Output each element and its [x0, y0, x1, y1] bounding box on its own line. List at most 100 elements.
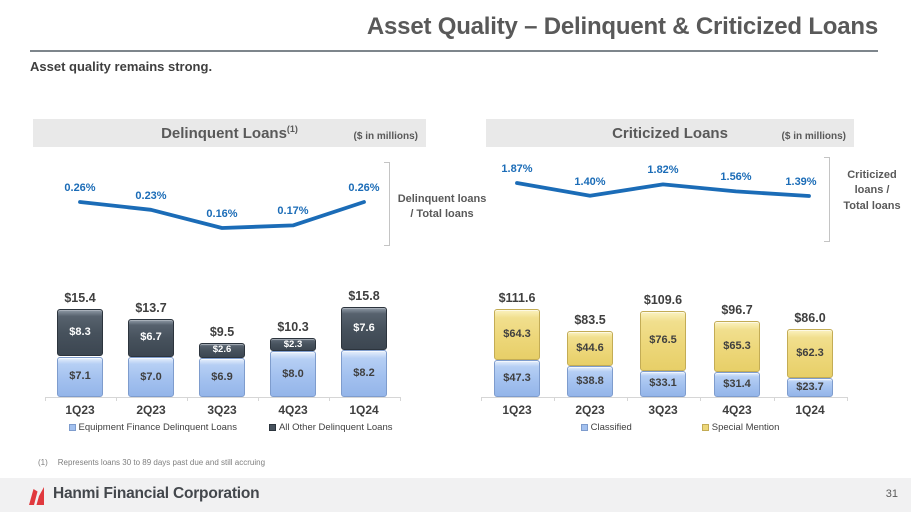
- delinquent-panel-title: Delinquent Loans(1): [161, 124, 298, 142]
- bar-segment-label: $8.2: [353, 367, 375, 380]
- bar-segment-blue: $6.9: [199, 357, 245, 397]
- x-axis-line: [480, 397, 847, 398]
- bar-total-label: $109.6: [643, 292, 683, 307]
- bar-total-label: $15.4: [64, 291, 96, 306]
- bar-segment-dark: $2.6: [199, 342, 245, 358]
- x-axis-tick: [328, 397, 330, 401]
- bar-segment-yellow: $65.3: [714, 320, 760, 373]
- line-point-label: 1.87%: [501, 163, 533, 175]
- x-axis-label: 1Q24: [795, 403, 825, 417]
- criticized-panel-title: Criticized Loans: [612, 125, 728, 142]
- bar-segment-label: $76.5: [649, 334, 677, 347]
- line-point-label: 0.26%: [348, 182, 380, 194]
- legend-swatch-blue: [68, 424, 76, 431]
- x-axis-label: 3Q23: [207, 403, 237, 417]
- bar-segment-blue: $8.2: [341, 350, 387, 397]
- criticized-ratio-label: Criticized loans / Total loans: [843, 169, 901, 212]
- bar-segment-label: $2.3: [283, 338, 303, 350]
- bar-segment-dark: $8.3: [57, 309, 103, 357]
- bar-segment-yellow: $44.6: [567, 331, 613, 367]
- bar-segment-blue: $33.1: [640, 370, 686, 397]
- x-axis-label: 2Q23: [575, 403, 605, 417]
- bar-segment-yellow: $64.3: [494, 308, 540, 360]
- criticized-legend: Classified Special Mention: [480, 422, 880, 433]
- bar-segment-label: $2.6: [212, 344, 232, 356]
- x-axis-label: 1Q24: [349, 403, 379, 417]
- bar-total-label: $83.5: [574, 313, 606, 328]
- bar-segment-dark: $6.7: [128, 318, 174, 358]
- legend-item: Classified: [580, 422, 632, 433]
- legend-label: All Other Delinquent Loans: [278, 422, 393, 433]
- bar-segment-label: $23.7: [796, 381, 824, 394]
- bar-segment-label: $7.1: [69, 370, 91, 383]
- criticized-units-label: ($ in millions): [781, 131, 846, 142]
- bar-total-label: $9.5: [209, 324, 235, 339]
- company-name: Hanmi Financial Corporation: [53, 485, 260, 502]
- footnote-marker: (1): [38, 458, 48, 467]
- bar-total-label: $15.8: [348, 288, 380, 303]
- criticized-bar-chart: $47.3 $64.3 $111.6 1Q23 $38.8 $44.6 $83.5 2Q23 $…: [480, 282, 880, 422]
- footnote-reference: (1): [286, 124, 298, 134]
- x-axis-tick: [115, 397, 117, 401]
- line-point-label: 0.23%: [135, 189, 167, 202]
- legend-label: Classified: [590, 422, 632, 433]
- bar-total-label: $10.3: [277, 320, 309, 335]
- delinquent-units-label: ($ in millions): [353, 131, 418, 142]
- x-axis-tick: [553, 397, 555, 401]
- criticized-ratio-bracket: [824, 157, 830, 242]
- bar-segment-blue: $23.7: [787, 378, 833, 397]
- bar-segment-label: $62.3: [796, 347, 824, 360]
- criticized-panel-header: Criticized Loans ($ in millions): [486, 119, 854, 147]
- bar-segment-label: $33.1: [649, 377, 677, 390]
- line-point-label: 0.26%: [64, 182, 96, 194]
- bar-segment-blue: $7.1: [57, 356, 103, 397]
- x-axis-label: 1Q23: [65, 403, 95, 417]
- x-axis-tick: [700, 397, 701, 401]
- line-point-label: 1.56%: [720, 171, 752, 184]
- bar-segment-label: $7.6: [353, 321, 375, 334]
- line-point-label: 1.82%: [647, 164, 679, 177]
- trend-line-svg: [78, 200, 366, 230]
- x-axis-label: 1Q23: [502, 403, 532, 417]
- legend-item: All Other Delinquent Loans: [268, 422, 393, 433]
- delinquent-ratio-bracket: [384, 162, 390, 246]
- bar-segment-label: $7.0: [140, 370, 162, 383]
- trend-line-svg: [515, 181, 811, 198]
- x-axis-tick: [399, 397, 401, 401]
- footer-bar: Hanmi Financial Corporation 31: [0, 478, 911, 512]
- delinquent-title-text: Delinquent Loans: [161, 125, 287, 142]
- bar-segment-blue: $31.4: [714, 372, 760, 397]
- title-divider: [30, 50, 878, 52]
- x-axis-tick: [626, 397, 628, 401]
- legend-swatch-yellow: [701, 424, 709, 431]
- line-point-label: 0.16%: [206, 208, 238, 220]
- line-point-label: 1.39%: [785, 176, 817, 188]
- bar-segment-dark: $7.6: [341, 306, 387, 351]
- delinquent-panel-header: Delinquent Loans(1) ($ in millions): [33, 119, 426, 147]
- bar-segment-label: $8.3: [69, 326, 91, 339]
- delinquent-trend-chart: 0.26% 0.23% 0.16% 0.17% 0.26%: [33, 155, 393, 255]
- legend-item: Equipment Finance Delinquent Loans: [68, 422, 237, 433]
- bar-segment-label: $44.6: [576, 342, 604, 355]
- x-axis-tick: [186, 397, 188, 401]
- footnote: (1) Represents loans 30 to 89 days past d…: [38, 458, 265, 467]
- slide-subtitle: Asset quality remains strong.: [30, 59, 213, 74]
- bar-segment-dark: $2.3: [270, 338, 316, 352]
- bar-segment-label: $31.4: [723, 378, 751, 391]
- bar-segment-blue: $8.0: [270, 351, 316, 397]
- footnote-text: Represents loans 30 to 89 days past due …: [57, 458, 266, 467]
- legend-swatch-dark: [268, 424, 276, 431]
- bar-segment-blue: $38.8: [567, 366, 613, 397]
- trend-line: [78, 200, 366, 230]
- bar-total-label: $111.6: [498, 290, 536, 305]
- delinquent-legend: Equipment Finance Delinquent Loans All Ot…: [33, 422, 428, 433]
- bar-segment-label: $38.8: [576, 375, 604, 388]
- legend-item: Special Mention: [701, 422, 779, 433]
- bar-segment-label: $8.0: [282, 367, 304, 380]
- x-axis-tick: [257, 397, 259, 401]
- delinquent-ratio-label: Delinquent loans / Total loans: [397, 193, 487, 221]
- bar-segment-label: $47.3: [503, 371, 531, 384]
- bar-segment-label: $65.3: [723, 339, 751, 352]
- page-title: Asset Quality – Delinquent & Criticized …: [366, 13, 878, 40]
